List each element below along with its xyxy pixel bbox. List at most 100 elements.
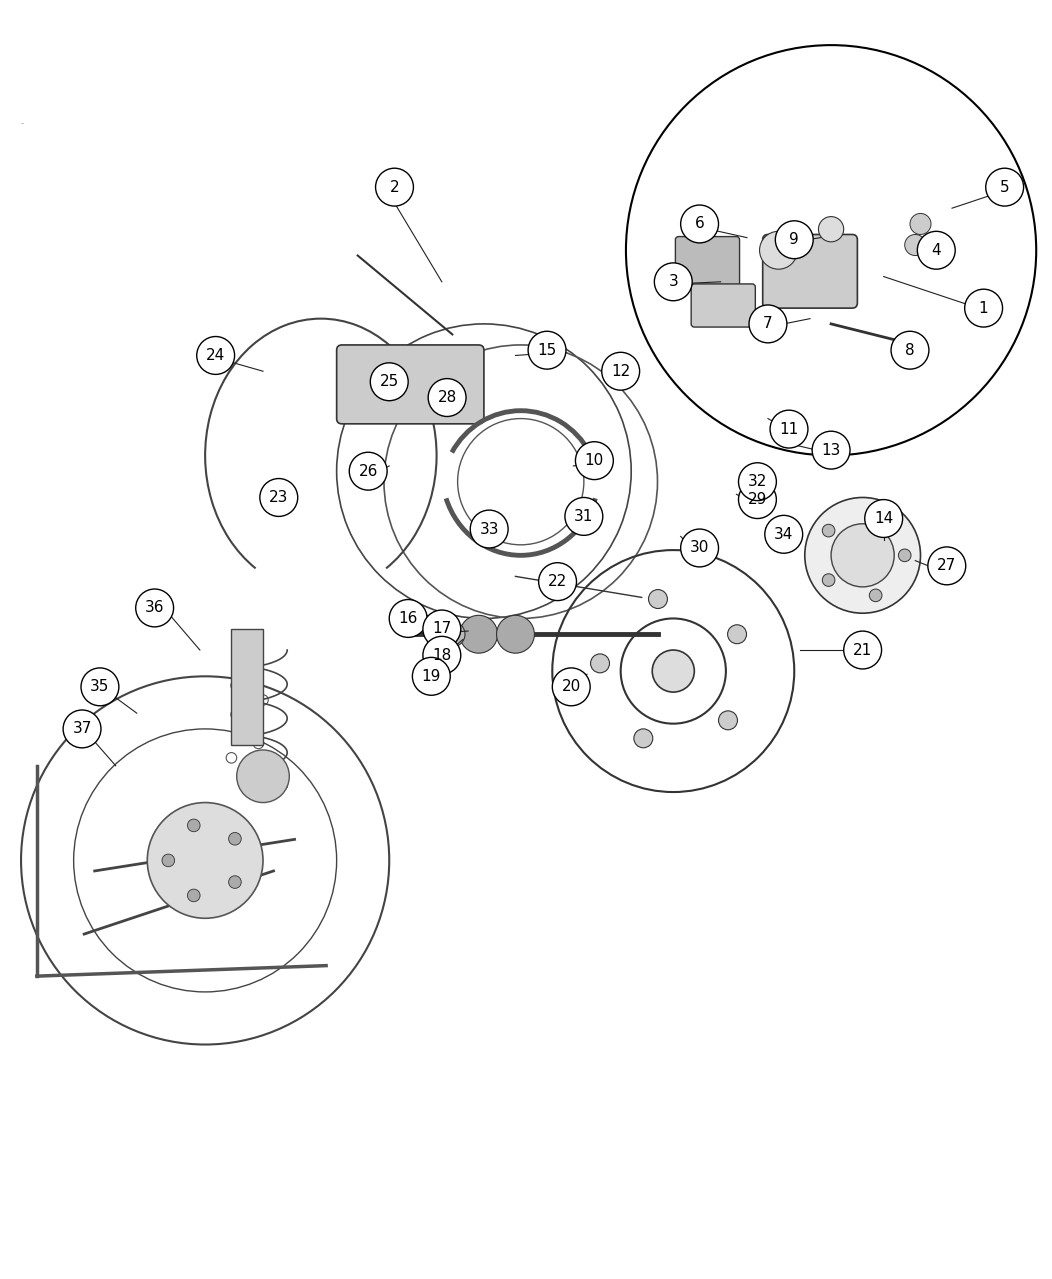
Text: 7: 7: [763, 316, 773, 331]
Circle shape: [965, 289, 1003, 327]
Text: 33: 33: [480, 522, 499, 536]
Circle shape: [147, 802, 263, 918]
Circle shape: [590, 654, 609, 673]
Circle shape: [905, 234, 926, 256]
Text: 19: 19: [422, 669, 441, 684]
Circle shape: [528, 331, 566, 370]
Circle shape: [634, 729, 653, 748]
Circle shape: [389, 600, 427, 637]
Text: 28: 28: [438, 390, 457, 405]
Circle shape: [654, 263, 692, 301]
Text: 6: 6: [694, 216, 705, 231]
Text: 21: 21: [853, 642, 872, 657]
Text: 24: 24: [206, 348, 225, 363]
Circle shape: [460, 615, 498, 654]
Circle shape: [575, 441, 613, 480]
Circle shape: [869, 509, 882, 522]
Circle shape: [440, 622, 465, 647]
Text: 31: 31: [574, 509, 593, 524]
Circle shape: [728, 624, 747, 643]
Text: 37: 37: [73, 721, 92, 737]
Circle shape: [805, 498, 920, 613]
Text: 23: 23: [269, 490, 288, 505]
Circle shape: [823, 574, 835, 586]
Text: 18: 18: [432, 647, 451, 663]
Text: 2: 2: [389, 179, 400, 194]
Text: 27: 27: [937, 559, 956, 573]
Circle shape: [228, 833, 241, 845]
Text: 1: 1: [978, 301, 989, 316]
Circle shape: [865, 500, 903, 537]
Text: 29: 29: [748, 492, 767, 506]
Text: -: -: [21, 119, 24, 128]
Circle shape: [228, 876, 241, 889]
Circle shape: [812, 431, 850, 469]
FancyBboxPatch shape: [337, 345, 484, 423]
Text: 32: 32: [748, 475, 767, 489]
Circle shape: [162, 854, 175, 867]
Circle shape: [739, 463, 776, 500]
Circle shape: [260, 478, 298, 517]
Circle shape: [412, 657, 450, 696]
Text: 15: 15: [538, 343, 557, 358]
Circle shape: [681, 530, 719, 567]
Circle shape: [63, 710, 101, 748]
Text: 4: 4: [931, 243, 942, 258]
Circle shape: [898, 549, 911, 561]
Circle shape: [765, 515, 803, 554]
Text: 22: 22: [548, 574, 567, 590]
Circle shape: [376, 169, 413, 206]
Circle shape: [428, 379, 466, 417]
Text: 26: 26: [359, 464, 378, 478]
Circle shape: [187, 889, 200, 902]
Bar: [231, 629, 263, 744]
Circle shape: [470, 510, 508, 547]
Circle shape: [136, 590, 174, 627]
Text: 25: 25: [380, 375, 399, 389]
Circle shape: [423, 637, 461, 674]
Circle shape: [910, 214, 931, 234]
FancyBboxPatch shape: [675, 237, 740, 290]
Circle shape: [539, 563, 576, 601]
Circle shape: [818, 216, 844, 242]
Circle shape: [760, 231, 797, 269]
Circle shape: [197, 336, 235, 375]
Text: 17: 17: [432, 622, 451, 637]
Circle shape: [928, 547, 966, 585]
Circle shape: [844, 631, 882, 669]
Text: 9: 9: [789, 233, 800, 247]
Circle shape: [719, 711, 737, 730]
Text: 13: 13: [822, 443, 841, 458]
Circle shape: [770, 411, 808, 448]
Text: 16: 16: [399, 611, 418, 625]
Circle shape: [831, 524, 894, 587]
FancyBboxPatch shape: [763, 234, 857, 308]
Circle shape: [823, 524, 835, 537]
Circle shape: [565, 498, 603, 536]
Circle shape: [349, 453, 387, 490]
Circle shape: [648, 590, 667, 609]
Circle shape: [775, 221, 813, 258]
Circle shape: [237, 749, 289, 802]
Text: 8: 8: [905, 343, 915, 358]
Text: 20: 20: [562, 679, 581, 694]
Text: 35: 35: [90, 679, 109, 694]
Circle shape: [652, 650, 694, 692]
Circle shape: [869, 590, 882, 601]
Circle shape: [749, 304, 787, 343]
Text: 36: 36: [145, 600, 164, 615]
Circle shape: [917, 231, 955, 269]
Text: 14: 14: [874, 512, 893, 526]
Text: 12: 12: [611, 363, 630, 379]
Circle shape: [891, 331, 929, 370]
Circle shape: [497, 615, 534, 654]
Circle shape: [81, 668, 119, 706]
Circle shape: [739, 481, 776, 518]
Circle shape: [681, 205, 719, 243]
Circle shape: [370, 363, 408, 400]
Text: 11: 11: [780, 422, 798, 436]
Circle shape: [187, 819, 200, 831]
Text: 3: 3: [668, 274, 679, 289]
Text: 34: 34: [774, 527, 793, 542]
FancyBboxPatch shape: [691, 284, 755, 327]
